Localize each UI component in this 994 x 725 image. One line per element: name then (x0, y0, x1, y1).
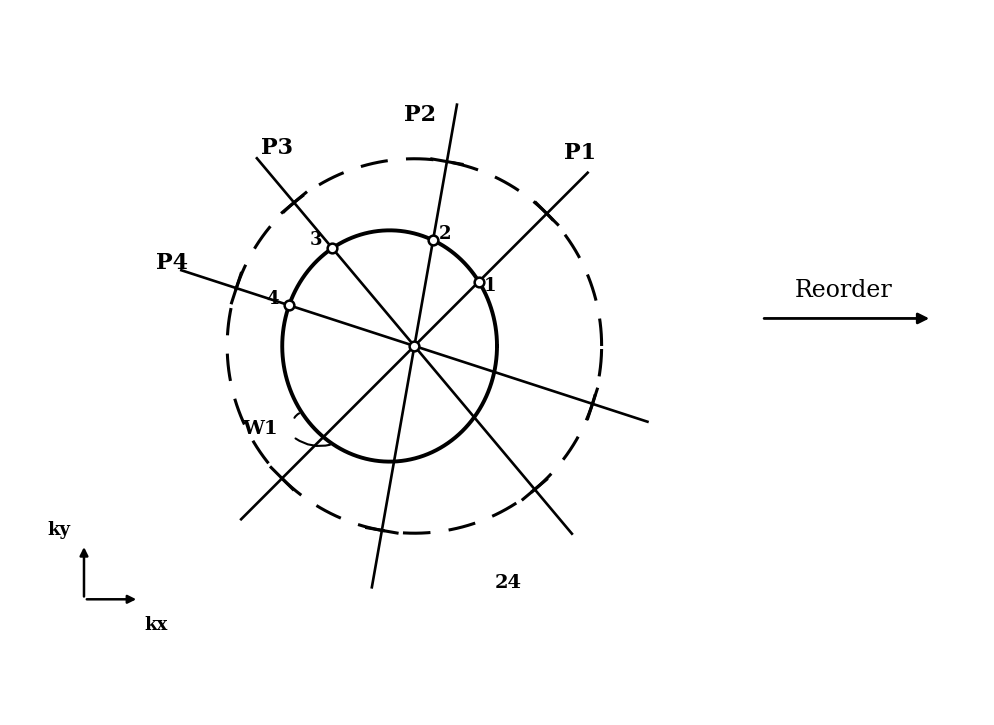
Text: P4: P4 (156, 252, 188, 274)
Text: 2: 2 (439, 225, 451, 243)
Text: P3: P3 (260, 137, 292, 159)
Text: 24: 24 (494, 573, 522, 592)
Text: W1: W1 (243, 420, 278, 438)
Text: 4: 4 (266, 290, 279, 307)
Text: P2: P2 (404, 104, 436, 125)
Text: ky: ky (48, 521, 71, 539)
Text: kx: kx (144, 616, 168, 634)
Text: 1: 1 (483, 277, 496, 295)
Text: Reorder: Reorder (795, 279, 893, 302)
Text: 3: 3 (309, 231, 322, 249)
Text: P1: P1 (564, 142, 595, 165)
